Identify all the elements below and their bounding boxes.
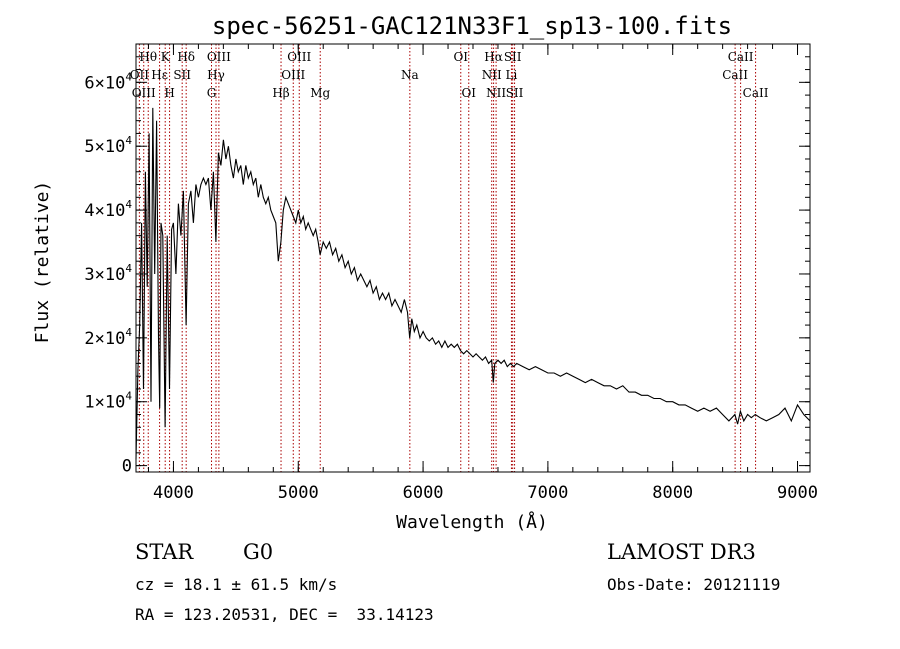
- object-class: STAR: [135, 540, 194, 564]
- observation-date: Obs-Date: 20121119: [607, 575, 781, 594]
- chart-title: spec-56251-GAC121N33F1_sp13-100.fits: [212, 12, 732, 40]
- redshift-velocity: cz = 18.1 ± 61.5 km/s: [135, 575, 338, 594]
- spectral-line-label: OI: [461, 86, 476, 100]
- spectral-line-label: G: [207, 86, 217, 100]
- y-tick-mantissa: 2×10: [84, 329, 125, 349]
- spectral-line-label: K: [161, 50, 171, 64]
- x-tick-label: 6000: [403, 483, 444, 503]
- y-tick-exponent: 4: [125, 134, 132, 147]
- y-tick-mantissa: 1×10: [84, 393, 125, 413]
- y-tick-mantissa: 6×10: [84, 73, 125, 93]
- axis-ticks: 4000 5000 6000 7000 8000 900001×1042×1043×104…: [84, 44, 818, 503]
- y-tick-label: 1×104: [84, 390, 132, 413]
- sky-coordinates: RA = 123.20531, DEC = 33.14123: [135, 605, 434, 624]
- spectral-line-label: NII: [482, 68, 502, 82]
- x-tick-label: 8000: [652, 483, 693, 503]
- y-axis-label: Flux (relative): [32, 181, 53, 344]
- spectral-line-label: OI: [453, 50, 468, 64]
- spectral-line-label: Hδ: [177, 50, 195, 64]
- spectral-line-label: OIII: [207, 50, 231, 64]
- y-tick-mantissa: 0: [122, 457, 132, 477]
- spectral-line-labels: Hθ OII OIII K Hε H Hδ SII OIII Hγ G Hβ OIII OIII Mg Na O…: [130, 50, 769, 100]
- spectral-line-label: Hα: [484, 50, 503, 64]
- spectral-line-label: OIII: [287, 50, 311, 64]
- y-tick-exponent: 4: [125, 70, 132, 83]
- x-tick-label: 7000: [527, 483, 568, 503]
- y-tick-label: 2×104: [84, 326, 132, 349]
- spectral-line-label: Mg: [310, 86, 330, 100]
- y-tick-mantissa: 3×10: [84, 265, 125, 285]
- survey-name: LAMOST DR3: [607, 540, 756, 564]
- y-tick-label: 4×104: [84, 198, 132, 221]
- x-axis-label: Wavelength (Å): [396, 511, 548, 533]
- y-tick-mantissa: 4×10: [84, 201, 125, 221]
- x-tick-label: 9000: [777, 483, 818, 503]
- spectral-line-label: CaII: [743, 86, 769, 100]
- y-tick-exponent: 4: [125, 262, 132, 275]
- x-tick-label: 4000: [153, 483, 194, 503]
- spectral-line-label: Li: [506, 68, 518, 82]
- y-tick-mantissa: 5×10: [84, 137, 125, 157]
- y-tick-exponent: 4: [125, 326, 132, 339]
- spectral-line-label: SII: [173, 68, 191, 82]
- spectral-line-label: SII: [506, 86, 524, 100]
- y-tick-label: 0: [122, 457, 132, 477]
- spectral-line-label: Hγ: [207, 68, 225, 82]
- spectral-line-label: Na: [401, 68, 419, 82]
- spectral-line-markers: [138, 44, 757, 472]
- spectral-line-label: OII: [130, 68, 150, 82]
- y-tick-label: 3×104: [84, 262, 132, 285]
- spectrum-series-line: [135, 107, 811, 460]
- spectral-line-label: CaII: [722, 68, 748, 82]
- spectral-line-label: Hβ: [272, 86, 289, 100]
- x-tick-label: 5000: [278, 483, 319, 503]
- y-tick-label: 5×104: [84, 134, 132, 157]
- y-tick-label: 6×104: [84, 70, 132, 93]
- plot-frame: [135, 43, 811, 473]
- spectral-line-label: Hθ: [139, 50, 157, 64]
- y-tick-exponent: 4: [125, 198, 132, 211]
- y-tick-exponent: 4: [125, 390, 132, 403]
- spectral-line-label: OIII: [132, 86, 156, 100]
- spectral-line-label: Hε: [151, 68, 168, 82]
- spectral-line-label: H: [164, 86, 174, 100]
- spectral-line-label: NII: [486, 86, 506, 100]
- spectral-line-label: SII: [504, 50, 522, 64]
- object-subclass: G0: [243, 540, 274, 564]
- spectral-line-label: CaII: [728, 50, 754, 64]
- spectral-line-label: OIII: [281, 68, 305, 82]
